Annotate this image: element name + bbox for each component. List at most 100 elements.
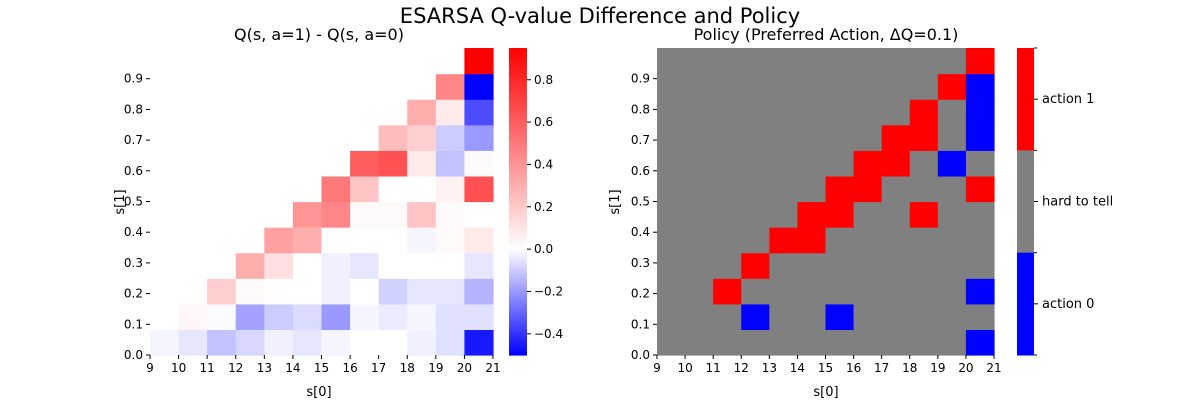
- colorbar-gradient-step: [509, 147, 527, 151]
- colorbar-segment: [1017, 252, 1034, 356]
- heatmap-cell: [378, 150, 408, 177]
- heatmap-cell: [350, 150, 380, 177]
- heatmap-cell: [769, 252, 799, 279]
- heatmap-cell: [150, 303, 180, 331]
- colorbar-gradient-step: [509, 134, 527, 139]
- heatmap-cell: [853, 99, 883, 126]
- heatmap-cell: [657, 252, 686, 279]
- x-tick-label: 19: [930, 361, 945, 375]
- colorbar-gradient-step: [509, 104, 527, 108]
- colorbar-gradient-step: [509, 63, 527, 67]
- heatmap-cell: [909, 150, 939, 177]
- x-tick-label: 18: [902, 361, 917, 375]
- colorbar-gradient-step: [509, 58, 527, 62]
- heatmap-cell: [685, 227, 714, 254]
- heatmap-cell: [909, 201, 939, 228]
- y-tick-label: 0.6: [124, 164, 143, 178]
- heatmap-cell: [797, 278, 827, 305]
- colorbar-gradient-step: [509, 173, 527, 177]
- colorbar-gradient-step: [509, 91, 527, 95]
- heatmap-cell: [150, 175, 180, 203]
- heatmap-cell: [464, 329, 494, 356]
- heatmap-cell: [909, 99, 939, 126]
- colorbar-tick-label: −0.2: [534, 284, 563, 298]
- heatmap-cell: [909, 48, 939, 75]
- heatmap-cell: [292, 329, 323, 356]
- heatmap-cell: [264, 303, 294, 331]
- heatmap-cell: [685, 150, 714, 177]
- heatmap-cell: [150, 201, 180, 228]
- colorbar-gradient-step: [509, 347, 527, 351]
- heatmap-cell: [769, 303, 799, 331]
- colorbar-tick-label: 0.6: [534, 115, 553, 129]
- heatmap-cell: [797, 99, 827, 126]
- colorbar-category-label: hard to tell: [1042, 195, 1113, 210]
- heatmap-cell: [769, 48, 799, 75]
- y-tick-label: 0.0: [631, 348, 650, 362]
- heatmap-cell: [150, 48, 180, 75]
- heatmap-cell: [853, 227, 883, 254]
- figure-suptitle: ESARSA Q-value Difference and Policy: [400, 4, 800, 28]
- heatmap-cell: [292, 150, 323, 177]
- heatmap-cell: [150, 329, 180, 356]
- colorbar-gradient-step: [509, 178, 527, 182]
- heatmap-cell: [797, 124, 827, 151]
- heatmap-cell: [292, 48, 323, 75]
- colorbar-gradient-step: [509, 273, 527, 277]
- x-tick-label: 10: [677, 361, 692, 375]
- heatmap-cell: [292, 99, 323, 126]
- colorbar-gradient-step: [509, 227, 527, 231]
- heatmap-cell: [464, 124, 494, 151]
- x-tick-label: 13: [257, 361, 272, 375]
- colorbar-gradient-step: [509, 296, 527, 300]
- heatmap-cell: [741, 150, 770, 177]
- heatmap-cell: [178, 175, 208, 203]
- colorbar-gradient-step: [509, 109, 527, 113]
- colorbar-gradient-step: [509, 140, 527, 144]
- colorbar-gradient-step: [509, 114, 527, 118]
- heatmap-cell: [264, 73, 294, 100]
- heatmap-cell: [965, 227, 995, 254]
- colorbar-gradient-step: [509, 170, 527, 174]
- colorbar-tick-label: 0.0: [534, 242, 553, 256]
- heatmap-cell: [464, 150, 494, 177]
- colorbar-gradient-step: [509, 152, 527, 157]
- heatmap-cell: [264, 227, 294, 254]
- colorbar-gradient-step: [509, 283, 527, 287]
- heatmap-cell: [150, 227, 180, 254]
- heatmap-cell: [685, 175, 714, 203]
- colorbar-gradient-step: [509, 55, 527, 59]
- heatmap-cell: [350, 278, 380, 305]
- heatmap-cell: [881, 252, 911, 279]
- colorbar-gradient-step: [509, 209, 527, 213]
- policy-heatmap: Policy (Preferred Action, ΔQ=0.1) 9 10 11 1…: [608, 25, 1002, 400]
- colorbar-gradient-step: [509, 119, 527, 123]
- heatmap-cell: [657, 227, 686, 254]
- heatmap-cell: [937, 303, 967, 331]
- heatmap-cell: [435, 175, 466, 203]
- x-tick-label: 21: [986, 361, 1001, 375]
- heatmap-cell: [178, 252, 208, 279]
- heatmap-cell: [350, 124, 380, 151]
- heatmap-cell: [292, 303, 323, 331]
- colorbar-gradient-step: [509, 342, 527, 346]
- heatmap-cell: [657, 99, 686, 126]
- heatmap-cell: [713, 175, 742, 203]
- heatmap-cell: [909, 329, 939, 356]
- heatmap-cell: [207, 48, 237, 75]
- heatmap-cell: [881, 150, 911, 177]
- heatmap-cell: [937, 124, 967, 151]
- colorbar-gradient-step: [509, 165, 527, 169]
- x-tick-label: 16: [342, 361, 357, 375]
- colorbar-gradient-step: [509, 186, 527, 190]
- heatmap-cell: [178, 99, 208, 126]
- y-tick-label: 0.9: [631, 72, 650, 86]
- heatmap-cell: [435, 48, 466, 75]
- heatmap-cell: [713, 201, 742, 228]
- heatmap-cell: [178, 73, 208, 100]
- heatmap-cell: [853, 201, 883, 228]
- colorbar-gradient-step: [509, 117, 527, 121]
- left-y-axis-label: s[1]: [113, 189, 128, 214]
- heatmap-cell: [235, 73, 265, 100]
- heatmap-cell: [350, 48, 380, 75]
